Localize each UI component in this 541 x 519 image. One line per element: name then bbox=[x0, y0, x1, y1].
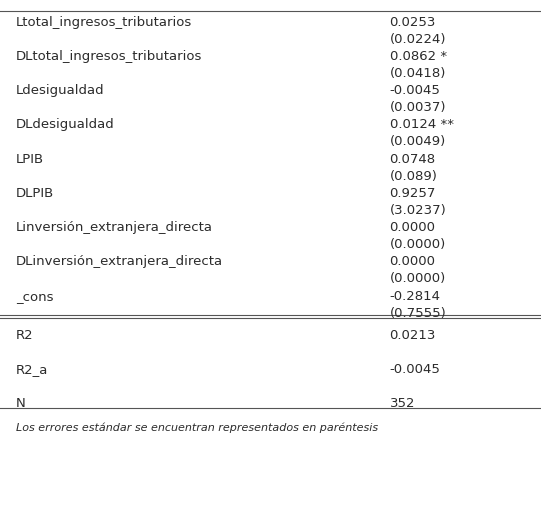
Text: 0.0213: 0.0213 bbox=[390, 329, 436, 342]
Text: R2_a: R2_a bbox=[16, 363, 49, 376]
Text: 0.0748: 0.0748 bbox=[390, 153, 436, 166]
Text: 0.9257: 0.9257 bbox=[390, 187, 436, 200]
Text: (0.0000): (0.0000) bbox=[390, 272, 446, 285]
Text: N: N bbox=[16, 397, 26, 409]
Text: -0.2814: -0.2814 bbox=[390, 290, 440, 303]
Text: Linversión_extranjera_directa: Linversión_extranjera_directa bbox=[16, 221, 213, 234]
Text: DLtotal_ingresos_tributarios: DLtotal_ingresos_tributarios bbox=[16, 50, 203, 63]
Text: DLPIB: DLPIB bbox=[16, 187, 55, 200]
Text: (0.0049): (0.0049) bbox=[390, 135, 446, 148]
Text: DLinversión_extranjera_directa: DLinversión_extranjera_directa bbox=[16, 255, 223, 268]
Text: R2: R2 bbox=[16, 329, 34, 342]
Text: 0.0253: 0.0253 bbox=[390, 16, 436, 29]
Text: (3.0237): (3.0237) bbox=[390, 204, 446, 217]
Text: _cons: _cons bbox=[16, 290, 54, 303]
Text: (0.0037): (0.0037) bbox=[390, 101, 446, 114]
Text: 0.0124 **: 0.0124 ** bbox=[390, 118, 453, 131]
Text: (0.0000): (0.0000) bbox=[390, 238, 446, 251]
Text: (0.7555): (0.7555) bbox=[390, 307, 446, 320]
Text: Ldesigualdad: Ldesigualdad bbox=[16, 84, 105, 97]
Text: (0.0418): (0.0418) bbox=[390, 67, 446, 80]
Text: 0.0000: 0.0000 bbox=[390, 221, 436, 234]
Text: (0.089): (0.089) bbox=[390, 170, 437, 183]
Text: DLdesigualdad: DLdesigualdad bbox=[16, 118, 115, 131]
Text: Ltotal_ingresos_tributarios: Ltotal_ingresos_tributarios bbox=[16, 16, 193, 29]
Text: Los errores estándar se encuentran representados en paréntesis: Los errores estándar se encuentran repre… bbox=[16, 423, 378, 433]
Text: 0.0000: 0.0000 bbox=[390, 255, 436, 268]
Text: (0.0224): (0.0224) bbox=[390, 33, 446, 46]
Text: -0.0045: -0.0045 bbox=[390, 84, 440, 97]
Text: 352: 352 bbox=[390, 397, 415, 409]
Text: 0.0862 *: 0.0862 * bbox=[390, 50, 447, 63]
Text: -0.0045: -0.0045 bbox=[390, 363, 440, 376]
Text: LPIB: LPIB bbox=[16, 153, 44, 166]
